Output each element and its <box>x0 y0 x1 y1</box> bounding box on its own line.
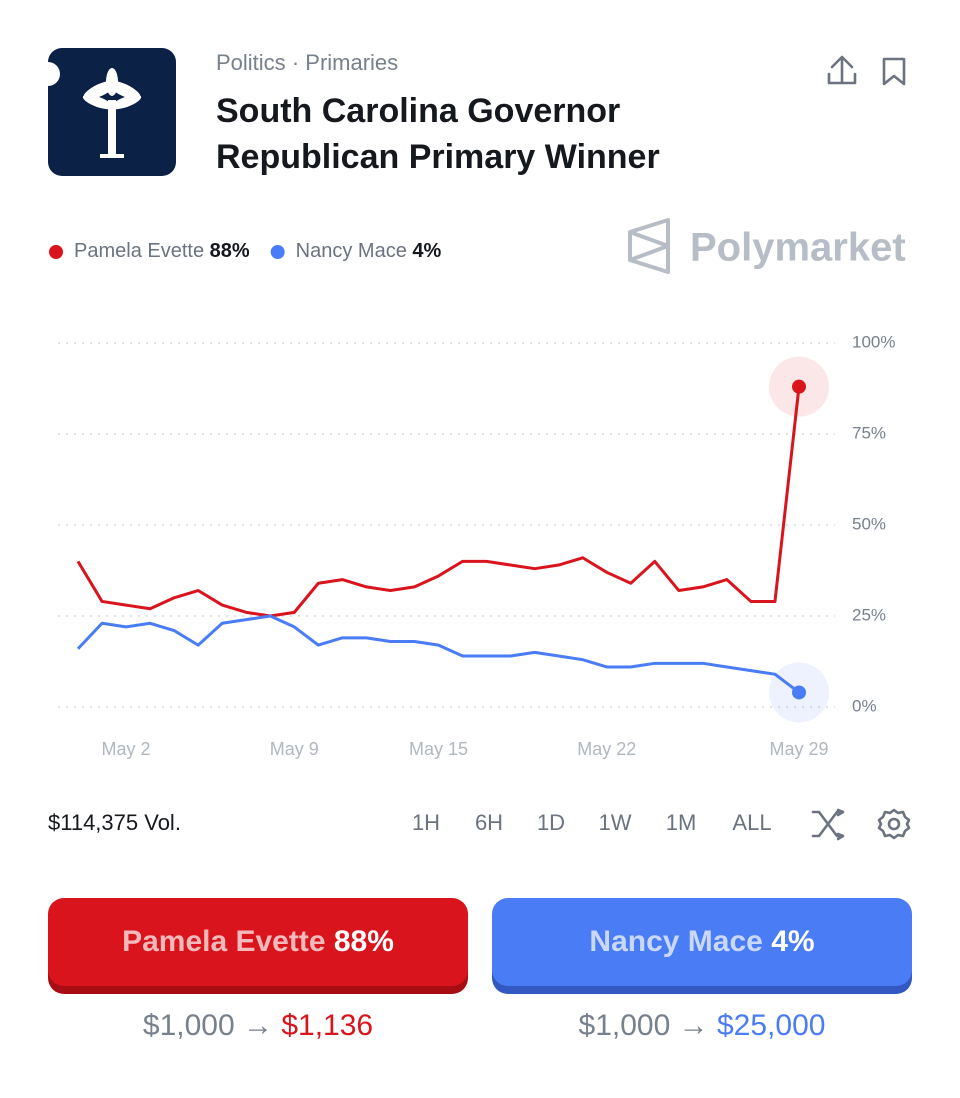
arrow: → <box>679 1009 709 1042</box>
series-line <box>76 614 800 694</box>
outcome-price: 88% <box>334 925 394 958</box>
title-line: South Carolina Governor <box>216 92 620 130</box>
x-tick-label: May 2 <box>102 739 151 759</box>
outcome-price: 4% <box>771 925 814 958</box>
legend-name: Pamela Evette <box>74 240 204 262</box>
y-tick-label: 50% <box>852 514 886 533</box>
arrow: → <box>243 1009 273 1042</box>
legend-entry: Nancy Mace 4% <box>296 240 442 262</box>
bookmark-button[interactable] <box>882 57 906 86</box>
share-button[interactable] <box>827 55 857 85</box>
payout-amount: $1,136 <box>281 1009 373 1042</box>
time-range-button[interactable]: 1D <box>537 810 565 835</box>
x-tick-label: May 22 <box>577 739 636 759</box>
x-tick-label: May 9 <box>270 739 319 759</box>
stake: $1,000 <box>143 1009 235 1042</box>
legend-dot <box>270 245 285 259</box>
payout: $1,000 → $1,136 <box>143 1009 373 1042</box>
series-line <box>76 386 801 618</box>
time-range-button[interactable]: 1W <box>599 810 632 835</box>
market-icon <box>48 48 176 176</box>
y-tick-label: 25% <box>852 605 886 624</box>
end-point <box>792 379 806 394</box>
payout: $1,000 → $25,000 <box>579 1009 826 1042</box>
y-tick-label: 0% <box>852 696 877 715</box>
time-range-button[interactable]: 6H <box>475 810 503 835</box>
time-range-button[interactable]: 1H <box>412 810 440 835</box>
outcome-label: Nancy Mace 4% <box>589 925 814 958</box>
payout-amount: $25,000 <box>717 1009 825 1042</box>
stake: $1,000 <box>579 1009 671 1042</box>
brand-logo <box>628 218 670 274</box>
legend-name: Nancy Mace <box>296 240 407 262</box>
settings-button[interactable] <box>877 808 911 840</box>
title-line: Republican Primary Winner <box>216 138 660 176</box>
volume: $114,375 Vol. <box>48 810 181 835</box>
outcome-button[interactable] <box>48 898 468 986</box>
separator: · <box>292 50 299 75</box>
y-tick-label: 100% <box>852 332 895 351</box>
x-tick-label: May 29 <box>769 739 828 759</box>
brand-name: Polymarket <box>690 226 906 270</box>
x-tick-label: May 15 <box>409 739 468 759</box>
outcome-label: Pamela Evette 88% <box>122 925 394 958</box>
breadcrumbs: Politics · Primaries <box>216 50 398 75</box>
category: Politics <box>216 50 286 75</box>
shuffle-button[interactable] <box>811 808 845 841</box>
time-range-button[interactable]: 1M <box>666 810 697 835</box>
end-point <box>792 685 806 700</box>
outcome-name: Nancy Mace <box>589 925 762 958</box>
outcome-button[interactable] <box>492 898 912 986</box>
time-range-button[interactable]: ALL <box>732 810 771 835</box>
legend-dot <box>49 245 63 259</box>
subcategory: Primaries <box>305 50 398 75</box>
legend-value: 4% <box>412 240 441 262</box>
y-tick-label: 75% <box>852 423 886 442</box>
legend-entry: Pamela Evette 88% <box>74 240 250 262</box>
legend-value: 88% <box>210 240 250 262</box>
outcome-name: Pamela Evette <box>122 925 325 958</box>
